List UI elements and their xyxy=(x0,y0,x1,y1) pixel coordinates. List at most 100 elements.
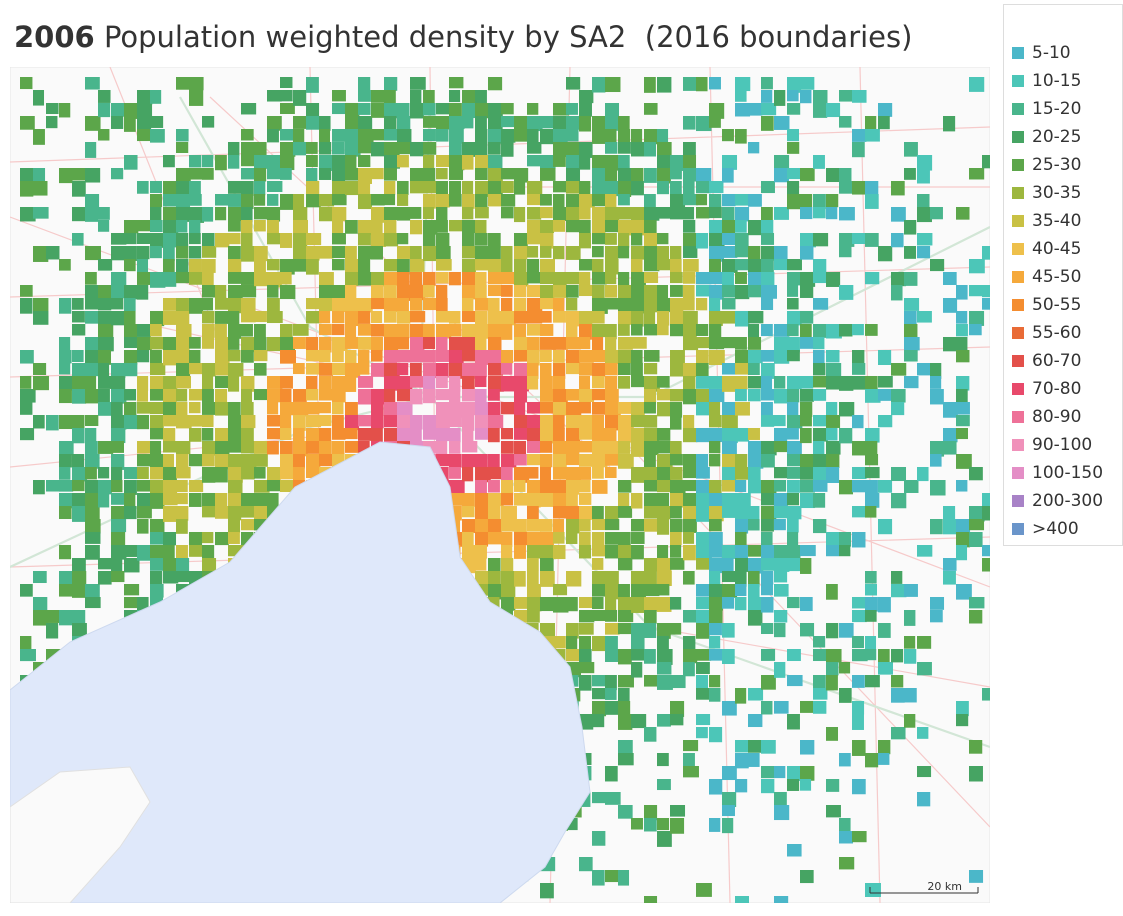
suburb-patch xyxy=(449,77,464,89)
suburb-patch xyxy=(579,90,594,104)
suburb-patch xyxy=(800,545,816,557)
suburb-patch xyxy=(774,584,789,597)
suburb-patch xyxy=(384,103,398,119)
suburb-patch xyxy=(371,428,383,442)
suburb-patch xyxy=(501,298,513,314)
suburb-patch xyxy=(59,259,71,271)
suburb-patch xyxy=(189,259,202,274)
suburb-patch xyxy=(774,896,789,903)
legend-label: 15-20 xyxy=(1032,99,1082,119)
suburb-patch xyxy=(124,246,137,261)
suburb-patch xyxy=(527,480,542,496)
suburb-patch xyxy=(332,402,344,415)
suburb-patch xyxy=(566,636,578,650)
suburb-patch xyxy=(917,194,930,208)
suburb-patch xyxy=(241,207,253,223)
suburb-patch xyxy=(462,259,476,275)
suburb-patch xyxy=(514,298,527,312)
suburb-patch xyxy=(254,337,267,353)
suburb-patch xyxy=(163,454,175,468)
suburb-patch xyxy=(85,246,101,261)
suburb-patch xyxy=(33,415,45,429)
suburb-patch xyxy=(774,545,788,559)
suburb-patch xyxy=(410,246,422,260)
suburb-patch xyxy=(527,298,543,314)
suburb-patch xyxy=(631,246,646,260)
suburb-patch xyxy=(839,324,853,337)
legend-swatch xyxy=(1012,495,1024,507)
suburb-patch xyxy=(358,363,370,375)
suburb-patch xyxy=(943,558,957,571)
suburb-patch xyxy=(930,207,943,220)
suburb-patch xyxy=(800,194,813,210)
suburb-patch xyxy=(488,129,503,144)
suburb-patch xyxy=(566,155,580,170)
suburb-patch xyxy=(657,714,671,727)
suburb-patch xyxy=(293,129,305,145)
suburb-patch xyxy=(397,129,412,144)
suburb-patch xyxy=(787,259,802,271)
suburb-patch xyxy=(241,389,253,403)
suburb-patch xyxy=(839,831,854,844)
suburb-patch xyxy=(215,532,229,546)
suburb-patch xyxy=(631,545,644,560)
suburb-patch xyxy=(722,441,737,456)
suburb-patch xyxy=(787,532,799,546)
suburb-patch xyxy=(787,415,803,429)
suburb-patch xyxy=(241,103,257,115)
suburb-patch xyxy=(787,766,801,781)
suburb-patch xyxy=(501,142,514,157)
suburb-patch xyxy=(514,129,530,142)
suburb-patch xyxy=(644,558,660,572)
suburb-patch xyxy=(20,402,33,415)
suburb-patch xyxy=(969,532,983,548)
legend-item: 5-10 xyxy=(1012,43,1071,63)
legend-swatch xyxy=(1012,439,1024,451)
suburb-patch xyxy=(228,467,243,483)
suburb-patch xyxy=(111,519,127,533)
suburb-patch xyxy=(488,298,500,314)
suburb-patch xyxy=(852,636,864,649)
suburb-patch xyxy=(176,441,191,455)
suburb-patch xyxy=(397,246,413,259)
suburb-patch xyxy=(943,337,957,352)
suburb-patch xyxy=(761,480,777,494)
suburb-patch xyxy=(202,506,217,518)
suburb-patch xyxy=(553,428,565,444)
suburb-patch xyxy=(605,766,618,782)
suburb-patch xyxy=(696,454,709,468)
suburb-patch xyxy=(345,324,357,339)
suburb-patch xyxy=(293,142,307,156)
suburb-patch xyxy=(553,389,568,404)
legend-label: 35-40 xyxy=(1032,211,1082,231)
suburb-patch xyxy=(449,337,464,351)
suburb-patch xyxy=(618,701,631,717)
suburb-patch xyxy=(813,467,829,483)
suburb-patch xyxy=(527,220,541,234)
suburb-patch xyxy=(423,428,438,440)
suburb-patch xyxy=(202,311,215,324)
suburb-patch xyxy=(176,220,188,233)
suburb-patch xyxy=(982,506,990,521)
suburb-patch xyxy=(592,480,608,494)
suburb-patch xyxy=(397,298,409,312)
suburb-patch xyxy=(579,181,591,197)
suburb-patch xyxy=(722,428,738,444)
suburb-patch xyxy=(436,337,448,351)
suburb-patch xyxy=(33,363,47,375)
suburb-patch xyxy=(72,584,88,598)
suburb-patch xyxy=(423,298,438,311)
suburb-patch xyxy=(904,311,917,327)
suburb-patch xyxy=(891,389,906,403)
suburb-patch xyxy=(644,597,660,612)
suburb-patch xyxy=(852,142,865,158)
legend-swatch xyxy=(1012,411,1024,423)
suburb-patch xyxy=(839,857,855,870)
suburb-patch xyxy=(280,168,292,180)
suburb-patch xyxy=(696,337,710,349)
suburb-patch xyxy=(293,116,309,129)
suburb-patch xyxy=(618,285,633,299)
suburb-patch xyxy=(488,155,503,169)
suburb-patch xyxy=(657,662,672,675)
suburb-patch xyxy=(410,142,424,157)
